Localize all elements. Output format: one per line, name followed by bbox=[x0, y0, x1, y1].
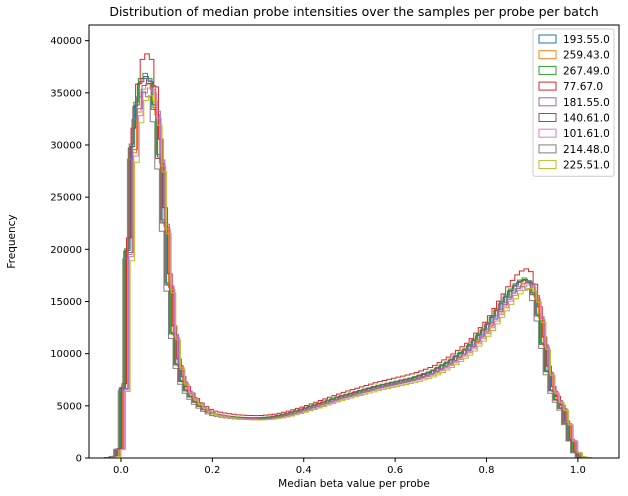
legend-entry: 259.43.0 bbox=[563, 50, 610, 62]
legend-entry: 214.48.0 bbox=[563, 144, 610, 156]
legend-swatch bbox=[538, 81, 557, 91]
plot-frame bbox=[88, 24, 620, 459]
y-tick-label: 15000 bbox=[50, 297, 82, 308]
legend-swatch bbox=[538, 113, 557, 122]
legend-entry: 181.55.0 bbox=[563, 97, 610, 109]
y-tick-label: 30000 bbox=[50, 140, 82, 151]
x-tick-label: 0.2 bbox=[204, 465, 220, 476]
series-step-225.51.0 bbox=[102, 95, 615, 458]
series-step-267.49.0 bbox=[97, 72, 609, 458]
y-tick-label: 35000 bbox=[50, 88, 82, 99]
series-step-77.67.0 bbox=[99, 53, 611, 458]
series-step-140.61.0 bbox=[96, 77, 609, 458]
legend-swatch bbox=[538, 50, 557, 60]
legend: 193.55.0 259.43.0 267.49.0 77.67.0 181.55.0 1… bbox=[532, 28, 615, 177]
series-step-101.61.0 bbox=[101, 87, 614, 458]
legend-swatch bbox=[538, 160, 557, 170]
x-axis: 0.0 0.2 0.4 0.6 0.8 1.0 bbox=[113, 458, 586, 476]
legend-swatch bbox=[538, 144, 557, 154]
y-tick-label: 20000 bbox=[50, 245, 82, 256]
legend-entry: 225.51.0 bbox=[563, 160, 610, 172]
legend-entry: 77.67.0 bbox=[563, 81, 603, 93]
x-tick-label: 0.8 bbox=[479, 465, 495, 476]
y-tick-label: 0 bbox=[76, 454, 82, 465]
y-axis-label: Frequency bbox=[6, 214, 18, 268]
legend-entry: 140.61.0 bbox=[563, 113, 610, 125]
y-tick-label: 10000 bbox=[50, 349, 82, 360]
series-step-214.48.0 bbox=[95, 91, 608, 458]
series-layer bbox=[95, 53, 615, 458]
x-tick-label: 0.4 bbox=[296, 465, 312, 476]
legend-entry: 101.61.0 bbox=[563, 128, 610, 140]
legend-swatch bbox=[538, 97, 557, 107]
chart-title: Distribution of median probe intensities… bbox=[109, 4, 598, 19]
x-tick-label: 0.6 bbox=[387, 465, 403, 476]
y-axis: 0 5000 10000 15000 20000 25000 30000 35000 40000 bbox=[50, 36, 89, 465]
legend-box bbox=[532, 28, 615, 177]
legend-swatch bbox=[538, 128, 557, 138]
legend-entry: 267.49.0 bbox=[563, 65, 610, 77]
x-tick-label: 0.0 bbox=[113, 465, 129, 476]
legend-swatch bbox=[538, 34, 557, 44]
y-tick-label: 40000 bbox=[50, 36, 82, 47]
legend-entry: 193.55.0 bbox=[563, 34, 610, 46]
x-axis-label: Median beta value per probe bbox=[278, 478, 430, 490]
legend-swatch bbox=[538, 65, 557, 75]
y-tick-label: 25000 bbox=[50, 193, 82, 204]
y-tick-label: 5000 bbox=[57, 401, 82, 412]
x-tick-label: 1.0 bbox=[570, 465, 586, 476]
